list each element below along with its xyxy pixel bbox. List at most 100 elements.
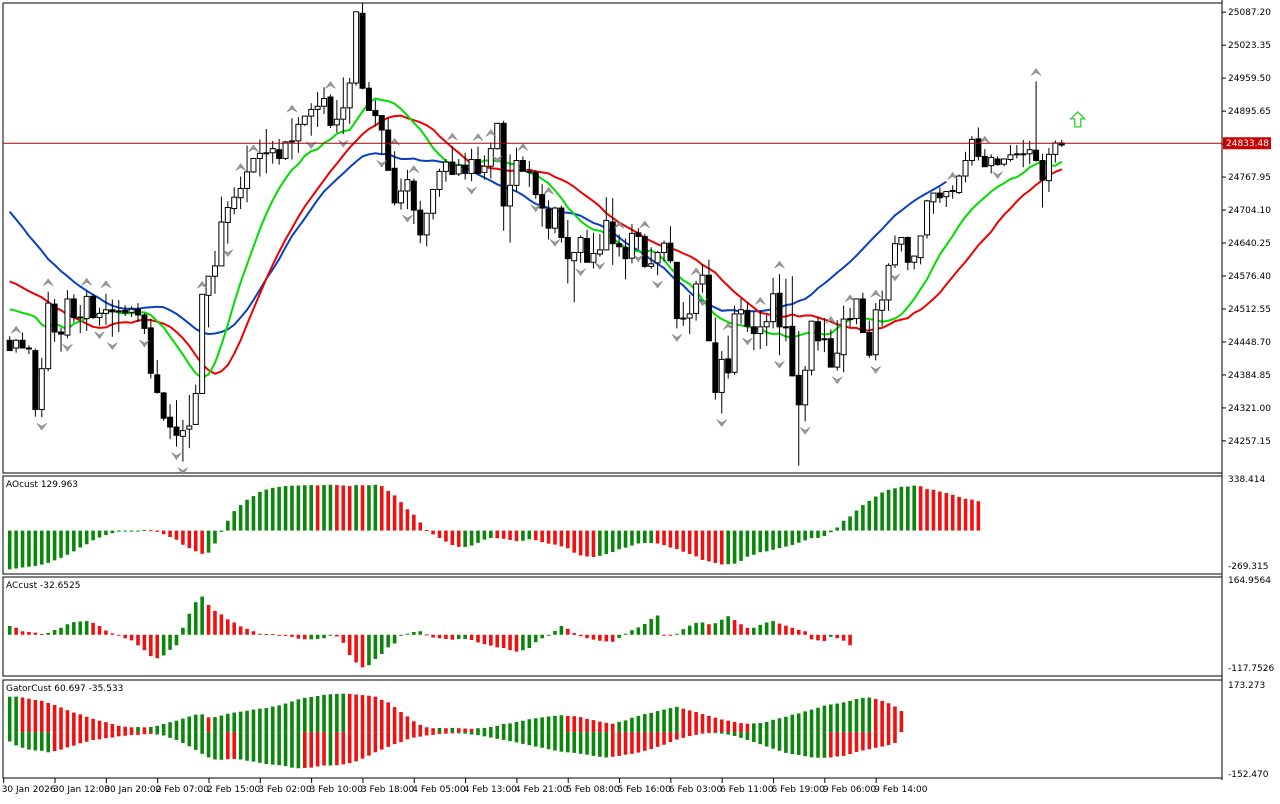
gator-label: GatorCust 60.697 -35.533 [6, 684, 123, 694]
gator-upper-bar [829, 704, 833, 733]
gator-lower-bar [700, 732, 705, 734]
gator-lower-bar [116, 732, 121, 737]
gator-lower-bar [456, 732, 461, 734]
ao-bar [604, 530, 609, 555]
ao-bar [642, 530, 647, 543]
gator-lower-bar [752, 732, 756, 743]
candle-bear [609, 221, 616, 245]
gator-lower-bar [290, 732, 294, 768]
price-tick-label: 24704.10 [1228, 206, 1271, 216]
ac-bar [726, 616, 730, 635]
ao-bar [630, 530, 634, 546]
price-tick-label: 24895.65 [1228, 107, 1271, 117]
ac-bar [655, 615, 660, 635]
candle-bull [802, 369, 809, 406]
price-tick-label: 24321.00 [1228, 404, 1271, 414]
ac-bar [392, 634, 397, 644]
ac-bar [527, 634, 532, 649]
ao-bar [957, 496, 961, 531]
ao-bar [521, 530, 525, 541]
candle-bull [872, 309, 879, 356]
gator-lower-bar [174, 732, 179, 740]
ac-tick-label: -117.7526 [1228, 664, 1274, 674]
ac-bar [829, 634, 833, 637]
ao-bar [296, 485, 301, 531]
time-axis-label: 3 Feb 02:00 [258, 785, 312, 795]
candle-bear [1033, 149, 1040, 162]
candle-bear [584, 238, 591, 263]
candle-bull [263, 152, 270, 155]
gator-lower-bar [245, 732, 249, 761]
ao-bar [129, 530, 134, 532]
candle-bull [398, 190, 405, 204]
gator-upper-bar [424, 727, 429, 733]
gator-upper-bar [521, 720, 525, 733]
gator-lower-bar [489, 732, 493, 738]
fractal-up-arrow [248, 144, 259, 153]
candle-bull [186, 425, 193, 430]
gator-lower-bar [136, 732, 140, 735]
candle-bull [481, 165, 488, 173]
ac-bar [258, 633, 262, 635]
ao-bar [514, 530, 519, 542]
ao-tick-label: -269.315 [1228, 562, 1268, 572]
ac-bar [149, 634, 153, 657]
fractal-down-arrow [652, 280, 663, 289]
ac-bar [700, 622, 705, 635]
fractal-down-arrow [575, 268, 586, 277]
gator-lower-bar [816, 732, 820, 758]
ao-bar [566, 530, 570, 549]
candle-bear [795, 374, 802, 406]
fractal-down-arrow [492, 155, 503, 164]
ac-bar [796, 629, 801, 635]
gator-lower-bar [123, 732, 127, 736]
ac-bar [604, 634, 609, 642]
gator-upper-bar [514, 721, 519, 733]
candle-bear [391, 167, 398, 204]
ao-bar [655, 530, 660, 544]
candle-bull [430, 188, 437, 214]
ac-bar [14, 627, 18, 635]
gator-upper-bar [578, 717, 583, 733]
candle-bull [128, 308, 135, 313]
ac-bar [739, 624, 743, 635]
candle-bear [58, 331, 65, 335]
ao-bar [790, 530, 795, 545]
ac-bar [649, 619, 653, 635]
ao-bar [309, 485, 314, 531]
candle-bear [532, 171, 539, 196]
time-axis-label: 6 Feb 11:00 [720, 785, 774, 795]
ac-bar [533, 634, 538, 643]
fractal-up-arrow [81, 277, 92, 286]
gator-upper-bar [713, 717, 718, 733]
ao-bar [636, 530, 641, 544]
gator-upper-bar [469, 728, 474, 733]
candle-bear [776, 292, 783, 328]
ac-bar [713, 623, 718, 635]
ac-bar [489, 634, 493, 646]
fractal-up-arrow [979, 135, 990, 144]
gator-lower-bar [283, 732, 288, 767]
candle-bull [96, 312, 103, 319]
candle-bear [160, 392, 167, 419]
gator-upper-bar [386, 702, 390, 733]
gator-upper-bar [33, 699, 38, 733]
gator-lower-bar [238, 732, 243, 760]
ao-bar [219, 530, 224, 532]
gator-upper-bar [354, 694, 358, 733]
gator-upper-bar [803, 711, 807, 733]
candle-bull [699, 274, 706, 285]
gator-upper-bar [65, 710, 70, 733]
candle-bull [879, 299, 886, 311]
candle-bear [814, 321, 821, 342]
gator-lower-bar [277, 732, 281, 766]
gator-upper-bar [200, 714, 204, 733]
gator-lower-bar [835, 732, 840, 757]
gator-upper-bar [553, 715, 557, 733]
gator-lower-bar [78, 732, 83, 744]
gator-lower-bar [854, 732, 859, 752]
ac-bar [360, 634, 365, 668]
gator-upper-bar [533, 718, 538, 733]
